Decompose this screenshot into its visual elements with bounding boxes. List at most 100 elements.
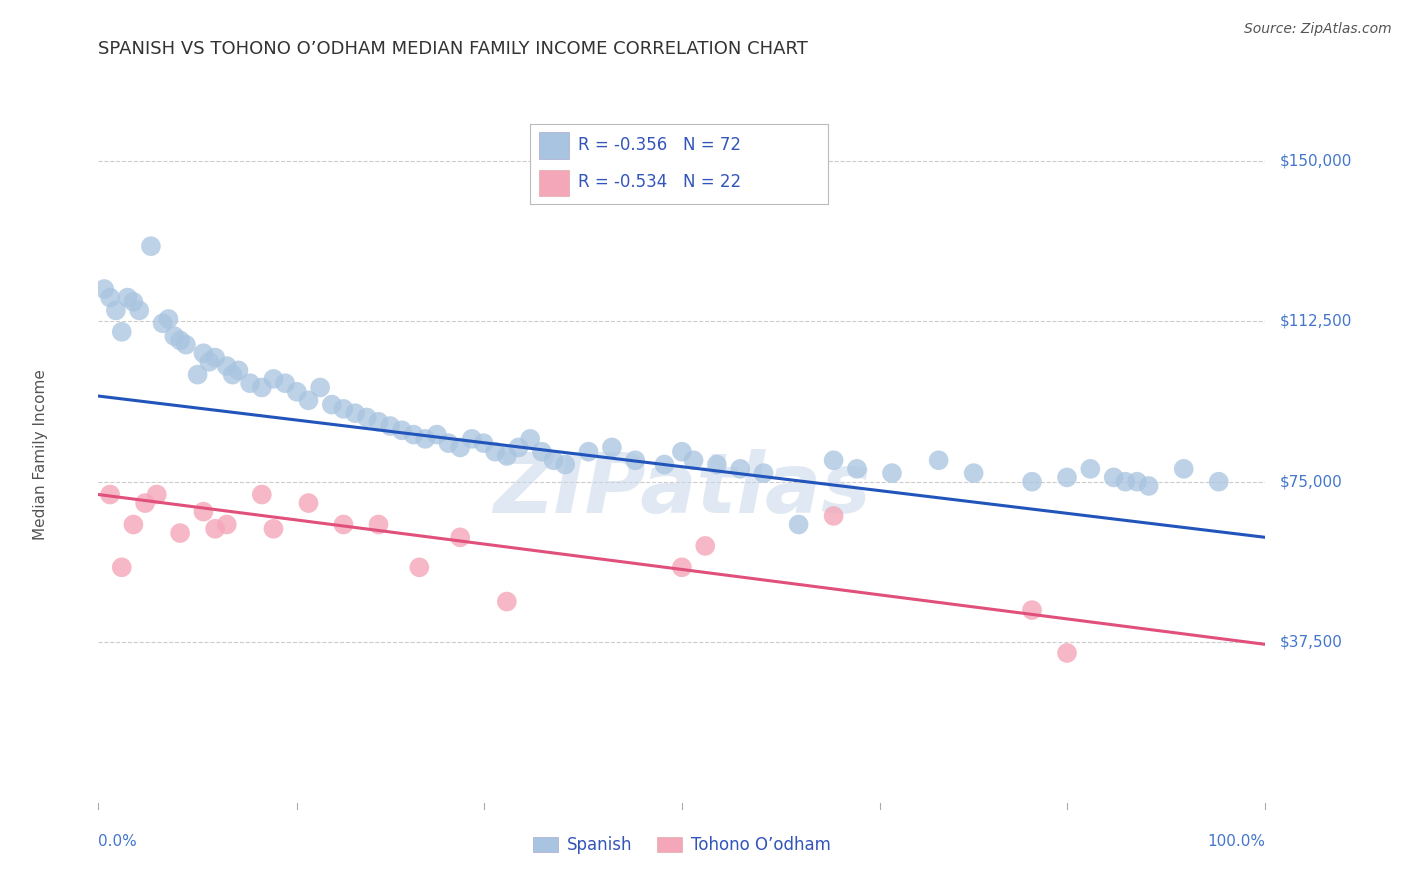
- Point: [461, 432, 484, 446]
- Point: [1021, 475, 1043, 489]
- Point: [845, 462, 868, 476]
- Point: [402, 427, 425, 442]
- Text: R = -0.356   N = 72: R = -0.356 N = 72: [578, 136, 741, 153]
- Point: [1208, 475, 1230, 489]
- Point: [519, 432, 541, 446]
- Point: [344, 406, 367, 420]
- Point: [730, 462, 752, 476]
- Point: [472, 436, 495, 450]
- Text: $75,000: $75,000: [1279, 475, 1343, 489]
- Point: [752, 466, 775, 480]
- Point: [378, 419, 402, 434]
- Point: [146, 487, 169, 501]
- Point: [163, 329, 186, 343]
- Point: [134, 496, 156, 510]
- Point: [449, 441, 471, 455]
- Point: [391, 423, 413, 437]
- Point: [250, 380, 273, 394]
- Point: [484, 444, 506, 458]
- Point: [332, 517, 354, 532]
- Point: [93, 282, 115, 296]
- Point: [111, 325, 134, 339]
- Point: [221, 368, 243, 382]
- Point: [530, 444, 553, 458]
- Point: [880, 466, 903, 480]
- Point: [449, 530, 471, 544]
- Point: [413, 432, 436, 446]
- Point: [169, 334, 191, 348]
- Point: [367, 415, 389, 429]
- Text: $37,500: $37,500: [1279, 635, 1343, 649]
- Point: [309, 380, 332, 394]
- Point: [98, 487, 121, 501]
- Text: $150,000: $150,000: [1279, 153, 1351, 168]
- FancyBboxPatch shape: [538, 170, 569, 196]
- Point: [262, 372, 284, 386]
- Point: [600, 441, 623, 455]
- Point: [193, 346, 215, 360]
- Point: [297, 393, 319, 408]
- Point: [695, 539, 717, 553]
- Point: [321, 398, 343, 412]
- Point: [139, 239, 162, 253]
- Text: 100.0%: 100.0%: [1208, 834, 1265, 849]
- Point: [928, 453, 950, 467]
- Point: [1056, 646, 1078, 660]
- Point: [215, 517, 238, 532]
- Point: [508, 441, 530, 455]
- Point: [1080, 462, 1102, 476]
- Point: [152, 316, 174, 330]
- Point: [174, 337, 197, 351]
- Point: [204, 351, 226, 365]
- Point: [578, 444, 600, 458]
- Point: [1173, 462, 1195, 476]
- Point: [787, 517, 810, 532]
- Point: [1056, 470, 1078, 484]
- Point: [122, 294, 145, 309]
- Point: [215, 359, 238, 373]
- Point: [157, 312, 180, 326]
- Point: [297, 496, 319, 510]
- Point: [437, 436, 460, 450]
- Point: [823, 508, 845, 523]
- Point: [193, 505, 215, 519]
- Point: [204, 522, 226, 536]
- Point: [706, 458, 728, 472]
- Point: [823, 453, 845, 467]
- Point: [117, 291, 139, 305]
- Point: [367, 517, 389, 532]
- Point: [408, 560, 430, 574]
- Point: [187, 368, 209, 382]
- Point: [654, 458, 676, 472]
- FancyBboxPatch shape: [538, 132, 569, 159]
- Point: [495, 449, 517, 463]
- Point: [262, 522, 284, 536]
- Legend: Spanish, Tohono O’odham: Spanish, Tohono O’odham: [527, 830, 837, 861]
- Point: [624, 453, 647, 467]
- Point: [228, 363, 250, 377]
- Point: [198, 355, 221, 369]
- Text: Source: ZipAtlas.com: Source: ZipAtlas.com: [1244, 22, 1392, 37]
- Point: [111, 560, 134, 574]
- Point: [128, 303, 150, 318]
- Text: Median Family Income: Median Family Income: [32, 369, 48, 541]
- Text: ZIPatlas: ZIPatlas: [494, 450, 870, 530]
- Text: SPANISH VS TOHONO O’ODHAM MEDIAN FAMILY INCOME CORRELATION CHART: SPANISH VS TOHONO O’ODHAM MEDIAN FAMILY …: [98, 40, 808, 58]
- Point: [250, 487, 273, 501]
- Point: [426, 427, 449, 442]
- Point: [962, 466, 984, 480]
- Point: [1126, 475, 1149, 489]
- Point: [169, 526, 191, 541]
- Point: [1102, 470, 1125, 484]
- Point: [554, 458, 576, 472]
- Point: [543, 453, 565, 467]
- Point: [274, 376, 297, 391]
- Text: R = -0.534   N = 22: R = -0.534 N = 22: [578, 173, 741, 191]
- Point: [122, 517, 145, 532]
- Point: [1021, 603, 1043, 617]
- Point: [495, 594, 517, 608]
- Point: [671, 444, 693, 458]
- Text: $112,500: $112,500: [1279, 314, 1351, 328]
- Point: [98, 291, 121, 305]
- Point: [682, 453, 704, 467]
